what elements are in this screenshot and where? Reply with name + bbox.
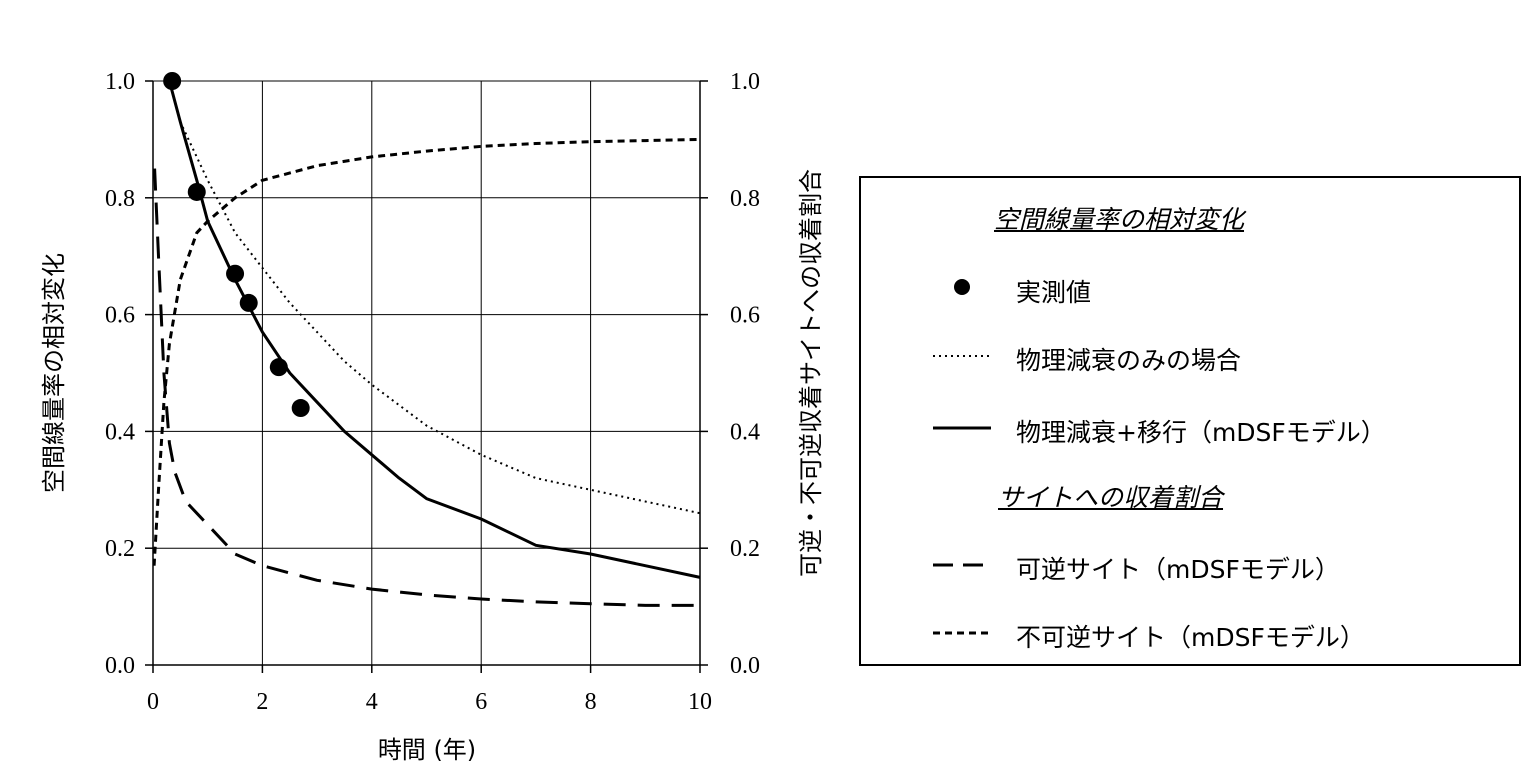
- legend-label: 可逆サイト（mDSFモデル）: [1016, 555, 1340, 584]
- x-tick-label: 6: [475, 689, 487, 715]
- legend-label: 不可逆サイト（mDSFモデル）: [1016, 623, 1365, 652]
- x-tick-label: 2: [256, 689, 268, 715]
- series-lines: [152, 80, 701, 607]
- y-tick-label-left: 0.4: [105, 419, 135, 445]
- data-point-measured: [291, 399, 310, 418]
- tick-labels: 0 2 4 6 8 10 0.0 0.2 0.4 0.6 0.8 1.0 0.0 0.2 0.4 0.6 0.8…: [105, 69, 760, 715]
- x-tick-label: 4: [366, 689, 378, 715]
- legend-label: 物理減衰+移行（mDSFモデル）: [1016, 418, 1386, 447]
- grid-lines: [152, 80, 701, 666]
- legend-heading-sites: サイトへの収着割合: [998, 483, 1224, 512]
- data-point-measured: [269, 358, 288, 377]
- y-tick-label-left: 0.8: [105, 186, 135, 212]
- y-tick-label-right: 0.6: [730, 303, 760, 329]
- x-axis-title: 時間 (年): [378, 736, 476, 764]
- series-line-solid: [167, 80, 701, 579]
- series-line-dotted: [168, 80, 701, 515]
- y-axis-title-right: 可逆・不可逆収着サイトへの収着割合: [797, 169, 825, 577]
- data-point-measured: [239, 293, 258, 312]
- series-line-long-dash: [153, 168, 700, 607]
- y-tick-label-left: 0.6: [105, 303, 135, 329]
- legend-label: 実測値: [1016, 278, 1092, 307]
- legend-line-dotted: [933, 355, 991, 357]
- data-point-measured: [226, 264, 245, 283]
- y-tick-label-right: 0.8: [730, 186, 760, 212]
- y-tick-label-right: 1.0: [730, 69, 760, 95]
- legend-line-short-dash: [933, 631, 991, 635]
- legend-heading-dose: 空間線量率の相対変化: [994, 205, 1245, 234]
- y-tick-label-left: 0.2: [105, 536, 135, 562]
- x-tick-label: 0: [147, 689, 159, 715]
- x-tick-label: 8: [585, 689, 597, 715]
- y-tick-label-right: 0.2: [730, 536, 760, 562]
- data-markers: [163, 72, 310, 418]
- legend-line-solid: [933, 426, 991, 430]
- legend: 空間線量率の相対変化 実測値 物理減衰のみの場合 物理減衰+移行（mDSFモデル…: [859, 176, 1521, 666]
- legend-label: 物理減衰のみの場合: [1016, 346, 1242, 375]
- x-tick-label: 10: [688, 689, 712, 715]
- plot-axes: [145, 80, 708, 673]
- y-tick-label-right: 0.4: [730, 419, 760, 445]
- series-line-short-dash: [152, 137, 701, 566]
- y-tick-label-left: 0.0: [105, 653, 135, 679]
- data-point-measured: [163, 72, 182, 90]
- y-tick-label-right: 0.0: [730, 653, 760, 679]
- y-tick-label-left: 1.0: [105, 69, 135, 95]
- legend-marker-circle: [954, 279, 970, 295]
- data-point-measured: [187, 182, 206, 201]
- y-axis-title-left: 空間線量率の相対変化: [40, 253, 68, 493]
- legend-line-long-dash: [933, 563, 991, 567]
